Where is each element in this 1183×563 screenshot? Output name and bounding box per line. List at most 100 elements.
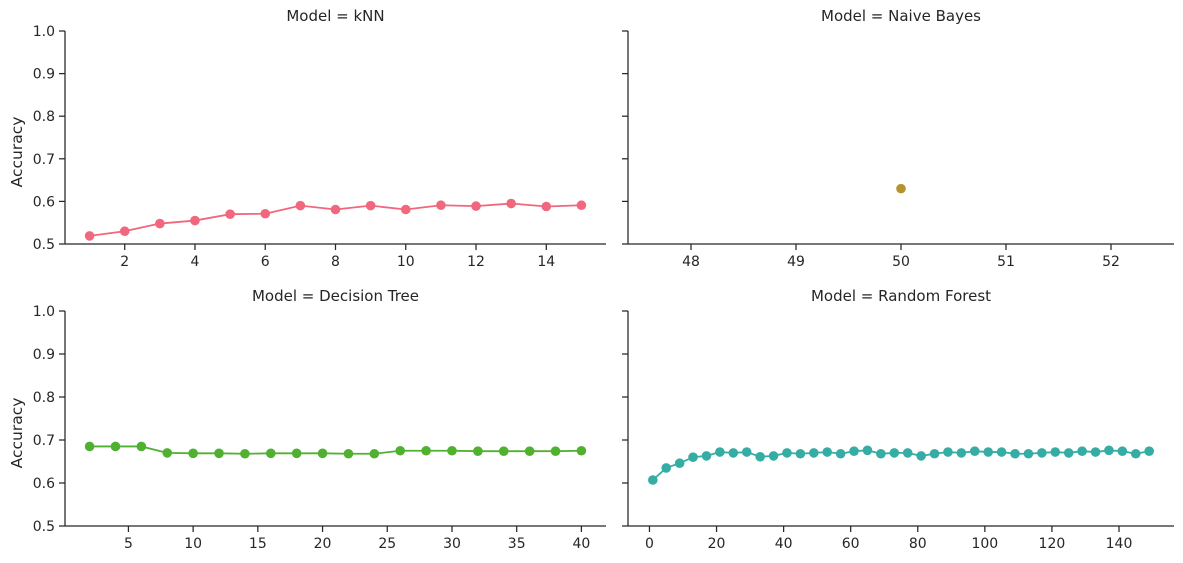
- data-point: [84, 231, 95, 241]
- x-tick-label: 60: [842, 536, 860, 552]
- x-tick-label: 51: [997, 254, 1015, 270]
- data-point: [1063, 448, 1074, 458]
- data-point: [447, 445, 457, 456]
- x-tick-label: 15: [249, 536, 267, 552]
- data-point: [876, 448, 886, 459]
- x-tick-label: 50: [892, 254, 910, 270]
- data-point: [849, 446, 859, 456]
- data-point: [996, 447, 1007, 457]
- x-tick-label: 120: [1039, 536, 1066, 552]
- data-point: [473, 446, 483, 456]
- x-tick-label: 49: [787, 254, 805, 270]
- data-point: [162, 448, 173, 458]
- data-point: [916, 451, 926, 461]
- data-point: [983, 447, 993, 457]
- facet-title-random-forest: Model = Random Forest: [811, 287, 991, 305]
- y-tick-label: 1.0: [33, 24, 55, 40]
- x-tick-label: 10: [184, 536, 202, 552]
- y-tick-label: 0.6: [33, 476, 55, 492]
- data-point: [421, 445, 431, 456]
- data-point: [291, 448, 302, 459]
- data-point: [119, 226, 130, 237]
- data-point: [728, 448, 739, 458]
- data-point: [471, 201, 481, 211]
- data-point: [395, 445, 406, 456]
- data-point: [809, 448, 819, 458]
- data-point: [1010, 448, 1020, 459]
- x-tick-label: 6: [261, 254, 270, 270]
- x-tick-label: 10: [397, 254, 415, 270]
- data-point: [889, 448, 900, 458]
- data-point: [1104, 445, 1114, 456]
- data-point: [524, 446, 535, 456]
- y-tick-label: 0.9: [33, 67, 55, 83]
- data-point: [541, 201, 552, 212]
- data-point: [155, 218, 165, 229]
- data-point: [896, 183, 906, 194]
- data-point: [1023, 448, 1034, 459]
- x-tick-label: 52: [1102, 254, 1120, 270]
- data-point: [330, 204, 341, 215]
- data-point: [550, 446, 561, 456]
- y-tick-label: 0.8: [33, 109, 55, 125]
- panel-knn: Model = kNN 0.5 0.6 0.7 0.8 0.9 1.0 2 4 6 8 10 12 14: [33, 7, 606, 270]
- series-line-random-forest: [652, 449, 1150, 481]
- data-point: [1077, 446, 1087, 456]
- data-point: [400, 204, 411, 215]
- x-tick-label: 25: [378, 536, 396, 552]
- facet-title-knn: Model = kNN: [286, 7, 384, 25]
- data-point: [956, 448, 967, 458]
- data-point: [929, 448, 940, 459]
- data-point: [265, 448, 276, 459]
- data-point: [741, 447, 752, 457]
- x-tick-label: 140: [1106, 536, 1133, 552]
- data-point: [214, 448, 224, 459]
- data-point: [674, 458, 685, 469]
- y-tick-label: 1.0: [33, 304, 55, 320]
- x-tick-label: 4: [191, 254, 200, 270]
- data-point: [862, 445, 873, 456]
- data-point: [576, 445, 587, 456]
- x-tick-label: 40: [572, 536, 590, 552]
- data-point: [1090, 447, 1101, 457]
- y-tick-label: 0.7: [33, 152, 55, 168]
- data-point: [190, 215, 200, 226]
- row2-ylabel: Accuracy: [8, 398, 26, 469]
- facet-title-decision-tree: Model = Decision Tree: [252, 287, 419, 305]
- x-tick-label: 12: [467, 254, 485, 270]
- x-tick-label: 14: [537, 254, 555, 270]
- y-tick-label: 0.5: [33, 237, 55, 253]
- x-tick-label: 40: [775, 536, 793, 552]
- y-tick-label: 0.6: [33, 194, 55, 210]
- panel-decision-tree: Model = Decision Tree 0.5 0.6 0.7 0.8 0.9 1.0 5…: [33, 287, 606, 552]
- data-point: [506, 198, 516, 209]
- data-point: [1144, 446, 1154, 456]
- data-point: [782, 448, 792, 458]
- data-point: [648, 475, 658, 485]
- y-tick-label: 0.7: [33, 433, 55, 449]
- data-point: [1117, 446, 1128, 456]
- data-point: [225, 209, 235, 219]
- data-point: [240, 448, 250, 459]
- data-point: [1037, 448, 1047, 458]
- data-point: [1130, 448, 1141, 459]
- data-point: [576, 200, 587, 211]
- data-point: [688, 452, 698, 463]
- data-point: [902, 448, 913, 458]
- facet-title-naive-bayes: Model = Naive Bayes: [821, 7, 981, 25]
- data-point: [661, 463, 672, 473]
- x-tick-label: 48: [682, 254, 700, 270]
- x-tick-label: 20: [314, 536, 332, 552]
- data-point: [188, 448, 198, 459]
- panel-random-forest: Model = Random Forest 0 20 40 60 80 100 120 140: [622, 287, 1174, 552]
- x-tick-label: 35: [508, 536, 526, 552]
- x-tick-label: 8: [331, 254, 340, 270]
- data-point: [260, 208, 271, 219]
- data-point: [84, 441, 95, 452]
- data-point: [822, 447, 833, 457]
- x-tick-label: 0: [645, 536, 654, 552]
- x-tick-label: 5: [124, 536, 133, 552]
- x-tick-label: 2: [120, 254, 129, 270]
- data-point: [317, 448, 328, 459]
